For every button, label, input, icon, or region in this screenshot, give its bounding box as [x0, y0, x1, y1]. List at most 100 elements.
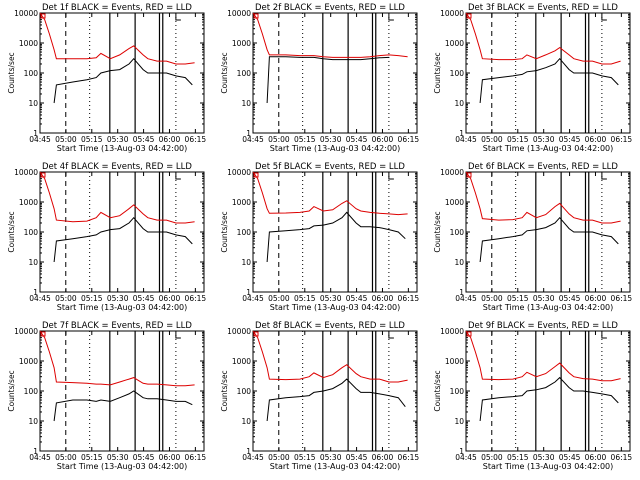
y-tick-label: 100 [450, 69, 465, 78]
x-tick-label: 05:45 [346, 135, 368, 144]
end-marker [388, 14, 394, 21]
y-tick-label: 10000 [440, 327, 464, 336]
panel-6: Det 6f BLACK = Events, RED = LLD 1 10 100 10… [433, 162, 632, 312]
panel-9: Det 9f BLACK = Events, RED = LLD 1 10 100 10… [433, 321, 632, 471]
y-axis-label: Counts/sec [7, 370, 16, 411]
x-tick-label: 06:15 [398, 453, 420, 462]
x-tick-label: 06:00 [159, 294, 181, 303]
end-marker [388, 173, 394, 180]
panel-title: Det 3f BLACK = Events, RED = LLD [468, 3, 618, 13]
x-tick-label: 05:00 [55, 294, 77, 303]
x-tick-label: 05:00 [268, 453, 290, 462]
x-tick-label: 05:30 [533, 135, 555, 144]
plot-frame [465, 171, 631, 293]
y-axis-label: Counts/sec [433, 211, 442, 252]
x-tick-label: 05:30 [533, 294, 555, 303]
panel-7: Det 7f BLACK = Events, RED = LLD 1 10 100 10… [7, 321, 206, 471]
y-tick-label: 10000 [227, 168, 251, 177]
x-tick-label: 05:00 [481, 453, 503, 462]
y-tick-label: 10000 [440, 9, 464, 18]
panel-title: Det 4f BLACK = Events, RED = LLD [42, 162, 192, 172]
x-tick-label: 06:15 [611, 453, 633, 462]
x-tick-label: 04:45 [242, 135, 264, 144]
series-line-lld [252, 330, 408, 383]
panel-title: Det 5f BLACK = Events, RED = LLD [255, 162, 405, 172]
x-tick-label: 05:30 [320, 294, 342, 303]
x-tick-label: 05:15 [294, 135, 316, 144]
x-tick-label: 06:15 [185, 294, 207, 303]
end-marker [601, 173, 607, 180]
panel-4: Det 4f BLACK = Events, RED = LLD 1 10 100 10… [7, 162, 206, 312]
panel-title: Det 6f BLACK = Events, RED = LLD [468, 162, 618, 172]
series-line-events [479, 57, 619, 104]
y-tick-label: 10 [241, 417, 251, 426]
x-tick-label: 06:00 [372, 453, 394, 462]
x-tick-label: 05:15 [81, 135, 103, 144]
panel-title: Det 9f BLACK = Events, RED = LLD [468, 321, 618, 331]
x-tick-label: 06:00 [372, 135, 394, 144]
y-tick-label: 10000 [227, 9, 251, 18]
x-tick-label: 05:45 [559, 135, 581, 144]
y-axis-label: Counts/sec [433, 370, 442, 411]
x-tick-label: 06:00 [585, 453, 607, 462]
x-tick-label: 06:00 [372, 294, 394, 303]
x-tick-label: 04:45 [29, 294, 51, 303]
plot-frame [39, 171, 205, 293]
x-tick-label: 06:15 [398, 294, 420, 303]
x-tick-label: 05:30 [320, 453, 342, 462]
y-tick-label: 1000 [445, 198, 464, 207]
end-marker [175, 14, 181, 21]
panel-3: Det 3f BLACK = Events, RED = LLD 1 10 100 10… [433, 3, 632, 153]
y-tick-label: 1 [246, 129, 251, 138]
y-tick-label: 1000 [19, 198, 38, 207]
series-line-events [53, 390, 193, 422]
x-tick-label: 05:45 [133, 135, 155, 144]
x-tick-label: 05:30 [533, 453, 555, 462]
series-line-lld [465, 171, 621, 224]
x-tick-label: 05:15 [507, 294, 529, 303]
y-tick-label: 1 [459, 447, 464, 456]
y-tick-label: 1 [33, 129, 38, 138]
x-tick-label: 05:30 [320, 135, 342, 144]
x-axis-label: Start Time (13-Aug-03 04:42:00) [57, 462, 188, 471]
plot-frame [465, 12, 631, 134]
y-tick-label: 1000 [232, 39, 251, 48]
series-line-lld [39, 330, 195, 387]
y-tick-label: 100 [24, 387, 39, 396]
y-tick-label: 10 [28, 99, 38, 108]
x-tick-label: 05:15 [294, 453, 316, 462]
x-tick-label: 05:30 [107, 453, 129, 462]
y-tick-label: 10000 [14, 168, 38, 177]
x-axis-label: Start Time (13-Aug-03 04:42:00) [270, 462, 401, 471]
y-tick-label: 100 [450, 387, 465, 396]
series-line-events [266, 378, 406, 422]
x-tick-label: 04:45 [242, 294, 264, 303]
end-marker [601, 332, 607, 339]
end-marker [601, 14, 607, 21]
plot-frame [252, 330, 418, 452]
y-axis-label: Counts/sec [220, 370, 229, 411]
x-tick-label: 06:00 [159, 453, 181, 462]
x-tick-label: 05:30 [107, 135, 129, 144]
x-tick-label: 05:15 [81, 294, 103, 303]
x-tick-label: 05:00 [55, 453, 77, 462]
x-tick-label: 04:45 [455, 294, 477, 303]
x-tick-label: 05:45 [133, 453, 155, 462]
x-tick-label: 05:00 [481, 294, 503, 303]
y-tick-label: 10 [28, 258, 38, 267]
y-tick-label: 10 [241, 99, 251, 108]
series-line-lld [465, 12, 621, 65]
series-line-events [53, 57, 193, 104]
series-line-events [266, 56, 389, 104]
panel-1: Det 1f BLACK = Events, RED = LLD 1 10 100 10… [7, 3, 206, 153]
x-tick-label: 05:00 [55, 135, 77, 144]
y-axis-label: Counts/sec [220, 211, 229, 252]
x-axis-label: Start Time (13-Aug-03 04:42:00) [270, 144, 401, 153]
y-axis-label: Counts/sec [7, 211, 16, 252]
plot-frame [465, 330, 631, 452]
x-axis-label: Start Time (13-Aug-03 04:42:00) [57, 303, 188, 312]
y-axis-label: Counts/sec [220, 52, 229, 93]
y-tick-label: 10 [454, 258, 464, 267]
end-marker [175, 332, 181, 339]
